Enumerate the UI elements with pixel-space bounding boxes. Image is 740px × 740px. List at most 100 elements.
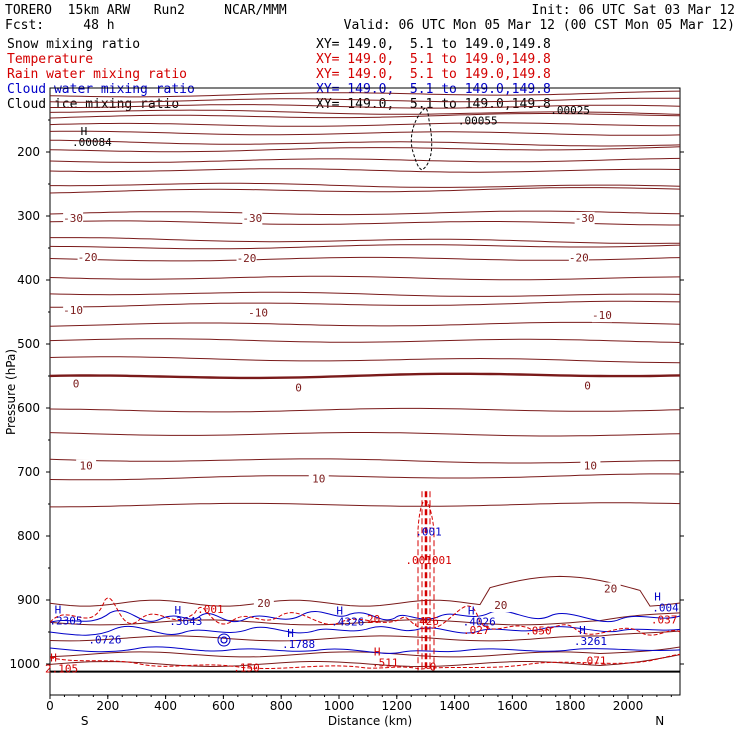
cloud-water-contour: [49, 646, 681, 654]
extremum-mark: H: [81, 125, 88, 138]
extremum-mark: H: [336, 605, 343, 618]
isotherm-label: 0: [295, 382, 302, 395]
extremum-label: .426: [412, 615, 439, 628]
isotherm-label: 10: [584, 460, 597, 473]
low-level-isotherm: [49, 612, 681, 626]
isotherm-line: [49, 372, 681, 380]
isotherm-line: [49, 97, 680, 103]
cloud-water-contour: [49, 625, 681, 636]
x-tick-label: 200: [96, 699, 119, 713]
isotherm-label-bg: [63, 304, 84, 318]
low-level-isotherm: [49, 646, 681, 658]
isotherm-line: [49, 90, 681, 98]
x-tick-label: 1400: [439, 699, 470, 713]
y-tick-label: 700: [17, 465, 40, 479]
isotherm-line: [50, 182, 681, 188]
south-label: S: [81, 714, 89, 728]
isotherm-label: 10: [312, 472, 325, 485]
isotherm-line: [50, 502, 681, 508]
cloud-water-contour: [49, 610, 681, 623]
extremum-mark: H: [579, 624, 586, 637]
isotherm-line: [49, 321, 681, 327]
isotherm-label-bg: [288, 381, 309, 395]
isotherm-line: [49, 168, 681, 173]
x-axis-label: Distance (km): [328, 714, 412, 728]
extremum-label: .001001: [405, 554, 451, 567]
isotherm-line: [49, 473, 681, 481]
isotherm-line: [49, 113, 681, 119]
extremum-mark: H: [55, 603, 62, 616]
extremum-label: .3261: [574, 635, 607, 648]
y-tick-label: 600: [17, 401, 40, 415]
isotherm-label: 20: [604, 582, 617, 595]
isotherm-label-bg: [236, 252, 257, 266]
isotherm-line: [49, 432, 681, 437]
isotherm-line: [49, 338, 681, 343]
x-tick-label: 1800: [555, 699, 586, 713]
y-tick-label: 200: [17, 145, 40, 159]
isotherm-line: [49, 356, 681, 364]
y-tick-label: 800: [17, 529, 40, 543]
y-tick-label: 400: [17, 273, 40, 287]
isotherm-label: -20: [569, 252, 589, 265]
isotherm-line: [49, 407, 681, 413]
north-label: N: [655, 714, 664, 728]
extremum-label: .050: [525, 625, 552, 638]
isotherm-line: [49, 122, 680, 127]
isotherm-line: [49, 146, 681, 153]
extremum-label: .2305: [49, 614, 82, 627]
x-tick-label: 600: [212, 699, 235, 713]
extremum-label: .00055: [458, 114, 498, 127]
y-tick-label: 900: [17, 593, 40, 607]
isotherm-label: 0: [584, 380, 591, 393]
isotherm-20-line: [49, 575, 681, 607]
isotherm-label: -20: [78, 251, 98, 264]
cloud-water-ring-inner: [220, 636, 228, 644]
extremum-label: .001: [415, 525, 442, 538]
plot-frame: [49, 87, 681, 696]
low-level-isotherm: [49, 654, 681, 668]
isotherm-label-bg: [574, 211, 595, 225]
extremum-label: .037: [651, 614, 678, 627]
isotherm-label-bg: [580, 459, 601, 473]
extremum-label: 2.105: [45, 662, 78, 675]
isotherm-line: [49, 139, 681, 147]
legend-rain-xy: XY= 149.0, 5.1 to 149.0,149.8: [316, 67, 551, 82]
header-left-line1: TORERO 15km ARW Run2 NCAR/MMM: [5, 3, 287, 18]
isotherm-line: [49, 157, 681, 163]
extremum-label: .3643: [169, 615, 202, 628]
extremum-label: .00084: [72, 136, 112, 149]
isotherm-line: [49, 244, 681, 250]
rain-water-contour: [49, 597, 681, 636]
isotherm-line: [49, 458, 681, 464]
header-right-line2: Valid: 06 UTC Mon 05 Mar 12 (00 CST Mon …: [343, 18, 735, 33]
legend-cloud-water: Cloud water mixing ratio: [7, 82, 195, 97]
extremum-mark: H: [374, 646, 381, 659]
extremum-label: 0: [430, 660, 437, 673]
isotherm-label-bg: [63, 211, 84, 225]
extremum-mark: H: [654, 591, 661, 604]
extremum-label: .4026: [463, 616, 496, 629]
legend-snow: Snow mixing ratio: [7, 37, 141, 52]
isotherm-label: -30: [575, 212, 595, 225]
isotherm-line: [49, 291, 681, 297]
isotherm-label-bg: [76, 459, 97, 473]
isotherm-label: 20: [494, 599, 507, 612]
isotherm-label: 0: [73, 378, 80, 391]
isotherm-label: -30: [242, 212, 262, 225]
isotherm-label-bg: [600, 582, 621, 596]
x-tick-label: 800: [270, 699, 293, 713]
isotherm-label: 20: [257, 597, 270, 610]
legend-temperature-xy: XY= 149.0, 5.1 to 149.0,149.8: [316, 52, 551, 67]
isotherm-line: [49, 109, 681, 115]
isotherm-line: [50, 300, 681, 308]
isotherm-label-bg: [577, 379, 598, 393]
isotherm-line: [50, 237, 681, 244]
extremum-mark: H: [468, 605, 475, 618]
extremum-label: .0726: [88, 634, 121, 647]
extremum-label: .001: [197, 603, 224, 616]
isotherm-line: [49, 275, 681, 281]
isotherm-label-bg: [490, 599, 511, 613]
y-tick-label: 500: [17, 337, 40, 351]
